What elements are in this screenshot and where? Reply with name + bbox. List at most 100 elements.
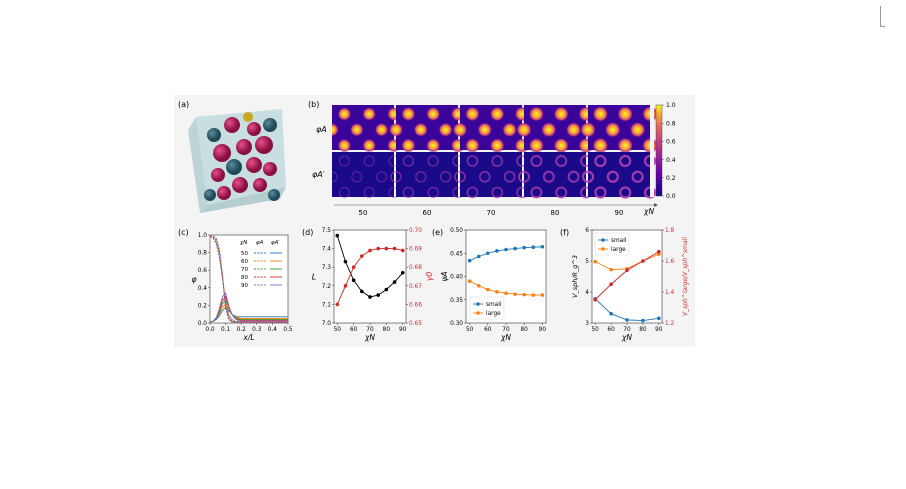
x-tick-label: 50 [591, 327, 599, 333]
y-right-tick-label: 1.6 [665, 259, 675, 265]
phiAprime-ring [478, 170, 491, 183]
series-large-point [513, 292, 517, 296]
series-small-point [486, 251, 490, 256]
phiAprime-ring [631, 170, 644, 183]
series-L-point [400, 270, 405, 275]
sphere [217, 186, 231, 200]
sphere [263, 162, 277, 176]
y-tick-label: 0.30 [450, 321, 463, 327]
legend-marker [601, 238, 605, 242]
series-L-point [335, 233, 340, 238]
y-tick-label: 0.40 [450, 275, 463, 281]
phiAprime-ring [415, 171, 427, 183]
y-tick-label: 7.4 [322, 247, 332, 253]
series-ratio-point [657, 249, 661, 254]
x-tick-label: 0.1 [221, 327, 231, 333]
phiAprime-ring [542, 170, 555, 183]
phiAprime-ring [363, 187, 375, 198]
series-large-point [522, 292, 526, 297]
phiA-blob [477, 122, 493, 138]
colorbar [655, 104, 663, 197]
x-tick-label: 60 [484, 327, 492, 333]
colorbar-tick-label: 1.0 [666, 102, 676, 109]
phiA-blob [617, 106, 634, 122]
phiA-blob [489, 138, 505, 153]
phiA-blob [438, 122, 453, 137]
x-tick-label: 70 [623, 327, 631, 333]
phiA-blob [464, 138, 480, 153]
x-tick-label: 70 [502, 327, 510, 333]
panel-b-label: (b) [308, 100, 319, 109]
y-tick-label: 7.3 [322, 265, 332, 271]
sphere [255, 136, 273, 154]
legend-label: small [486, 302, 502, 308]
series-gamma0-point [384, 246, 389, 251]
figure: (a) (b) (c) (d) (e) (f) φA φA′ 0.0 0.2 0.4… [174, 95, 695, 347]
legend-label: large [611, 247, 626, 253]
legend-label: 60 [241, 259, 248, 265]
sphere [232, 177, 248, 193]
b-tick-label: 60 [423, 209, 432, 217]
sphere [204, 189, 216, 201]
phiAprime-ring [491, 186, 504, 199]
y-tick-label: 0.35 [450, 298, 463, 304]
y-right-axis-label: V_sph^large/V_sph^small [682, 237, 689, 316]
legend-label: 50 [241, 251, 248, 257]
series-large-point [467, 279, 472, 283]
mask [650, 105, 654, 197]
phiAprime-ring [530, 186, 543, 199]
series-gamma0-point [392, 246, 397, 251]
series-ratio-point [641, 259, 645, 263]
row-label-phiA: φA [316, 125, 327, 134]
phiAprime-ring [351, 171, 363, 183]
panel-c-label: (c) [178, 228, 189, 237]
y-tick-label: 6 [585, 228, 589, 234]
phiA-blob [426, 106, 441, 122]
colorbar-tick-label: 0.8 [666, 120, 676, 127]
phiA-blob [401, 106, 416, 122]
phiAprime-ring [555, 155, 568, 167]
sphere [207, 128, 221, 142]
phiA-blob [528, 137, 545, 154]
series-L-point [368, 295, 372, 299]
phiA-blob [374, 122, 389, 137]
phiAprime-ring [454, 170, 466, 183]
phiA-blob [541, 122, 557, 138]
sphere [246, 157, 262, 173]
phiAprime-ring [594, 154, 607, 168]
x-tick-label: 80 [383, 327, 391, 333]
y-right-tick-label: 0.68 [409, 265, 422, 271]
series-ratio-point [625, 268, 629, 273]
phiA-blob [388, 122, 404, 137]
panel-d-chart: 50 60 70 80 90 7.0 7.1 7.2 7.3 7.4 7.5 0.65 0.66 0.67… [312, 228, 434, 342]
y-axis-label: L [312, 273, 316, 282]
phiAprime-ring [581, 170, 595, 183]
phiAprime-map [588, 152, 650, 197]
phiA-blob [362, 107, 377, 121]
sphere [213, 144, 231, 162]
phiAprime-ring [619, 186, 632, 199]
row-label-phiAprime: φA′ [312, 170, 325, 179]
phiAprime-ring [390, 171, 402, 183]
panel-a-3d-render [188, 109, 286, 213]
y-tick-label: 0.50 [450, 228, 463, 234]
y-right-tick-label: 1.4 [665, 290, 675, 296]
panel-c-chart: 0.0 0.1 0.2 0.3 0.4 0.5 0.0 0.2 0.4 0.6 0.8 1.0 χN φA… [191, 233, 293, 342]
phiA-blob [565, 122, 582, 138]
x-tick-label: 80 [639, 327, 647, 333]
x-tick-label: 0.5 [283, 327, 293, 333]
legend-marker [601, 247, 605, 251]
y-right-tick-label: 1.8 [665, 228, 675, 234]
phiA-blob [592, 106, 609, 122]
y-tick-label: 0.8 [198, 251, 208, 257]
phiAprime-ring [376, 171, 388, 183]
phiA-blob [528, 106, 545, 122]
x-tick-label: 70 [366, 327, 374, 333]
series-gamma0-point [360, 254, 364, 258]
series-L-point [392, 280, 397, 284]
sphere [253, 178, 267, 192]
series-L-point [351, 278, 356, 283]
series-small-point [531, 245, 536, 250]
mask [322, 105, 332, 197]
y-tick-label: 0.2 [198, 303, 208, 309]
